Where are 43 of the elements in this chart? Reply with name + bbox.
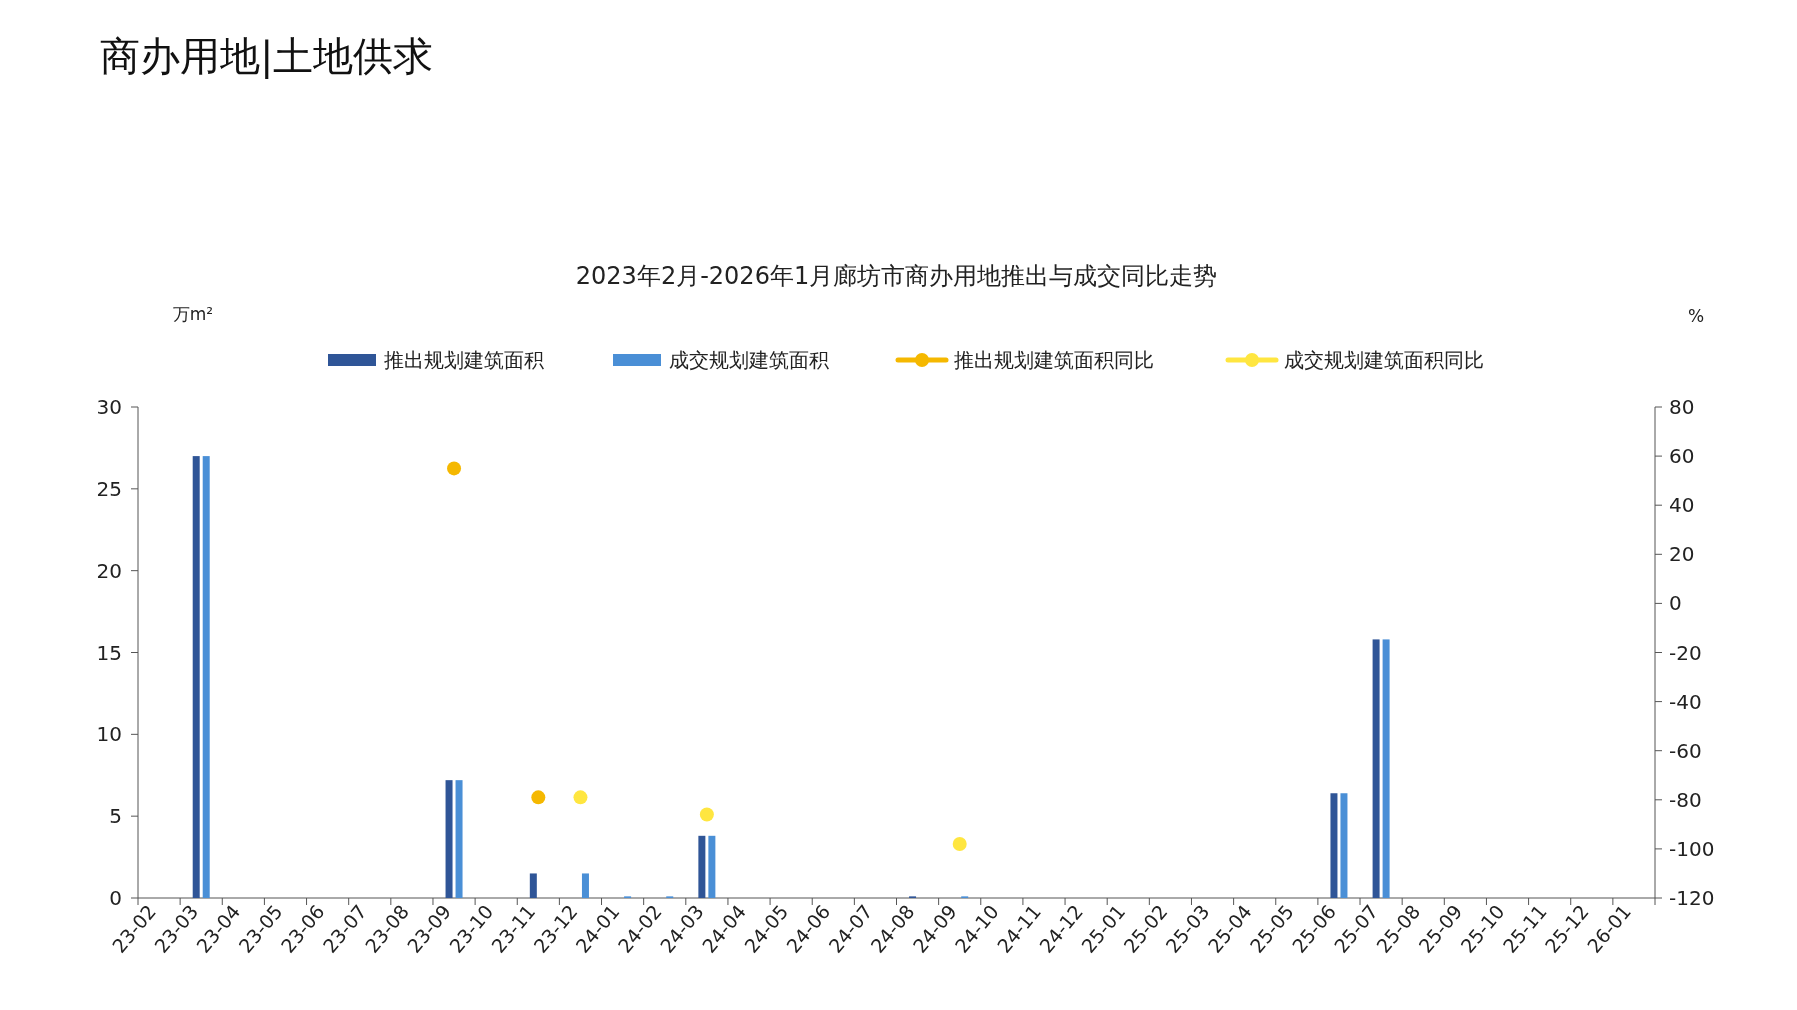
y-tick-label: 10: [96, 722, 122, 747]
y2-tick-label: -100: [1669, 836, 1715, 861]
bar: [1340, 793, 1348, 898]
bar: [445, 780, 453, 898]
y2-tick-label: 80: [1669, 395, 1695, 419]
chart-title: 商办用地|土地供求: [100, 33, 434, 79]
y-axis-title: 万m²: [172, 304, 214, 324]
y2-tick-label: 20: [1669, 542, 1695, 567]
bar: [708, 835, 716, 898]
legend-label: 成交规划建筑面积: [669, 348, 829, 372]
legend-label: 推出规划建筑面积: [384, 348, 544, 372]
y-tick-label: 25: [96, 476, 122, 501]
y2-tick-label: -20: [1669, 640, 1702, 665]
bar: [1382, 639, 1390, 898]
bar: [581, 873, 589, 898]
point: [952, 837, 967, 851]
y2-tick-label: -60: [1669, 738, 1702, 763]
y2-axis-title: %: [1687, 306, 1705, 326]
point: [531, 790, 546, 805]
bar: [1372, 639, 1380, 898]
y2-tick-label: 40: [1669, 493, 1695, 518]
y-tick-label: 30: [96, 395, 122, 419]
bar: [698, 835, 706, 898]
bar: [529, 873, 537, 898]
bar: [192, 456, 200, 898]
y-tick-label: 15: [96, 640, 122, 665]
point: [573, 790, 588, 805]
point: [699, 807, 714, 822]
y2-tick-label: 0: [1669, 591, 1682, 616]
y-tick-label: 0: [109, 886, 122, 910]
bar: [455, 780, 463, 898]
bar: [202, 456, 210, 898]
y2-tick-label: -40: [1669, 689, 1702, 714]
y2-tick-label: -120: [1669, 886, 1715, 910]
legend-label: 成交规划建筑面积同比: [1284, 348, 1484, 372]
bar: [1330, 793, 1338, 898]
point: [447, 461, 462, 476]
y-tick-label: 20: [96, 558, 122, 583]
legend-label: 推出规划建筑面积同比: [954, 348, 1154, 372]
y-tick-label: 5: [109, 804, 122, 829]
chart-subtitle: 2023年2月-2026年1月廊坊市商办用地推出与成交同比走势: [575, 262, 1218, 290]
y2-tick-label: 60: [1669, 444, 1695, 469]
y2-tick-label: -80: [1669, 787, 1702, 812]
